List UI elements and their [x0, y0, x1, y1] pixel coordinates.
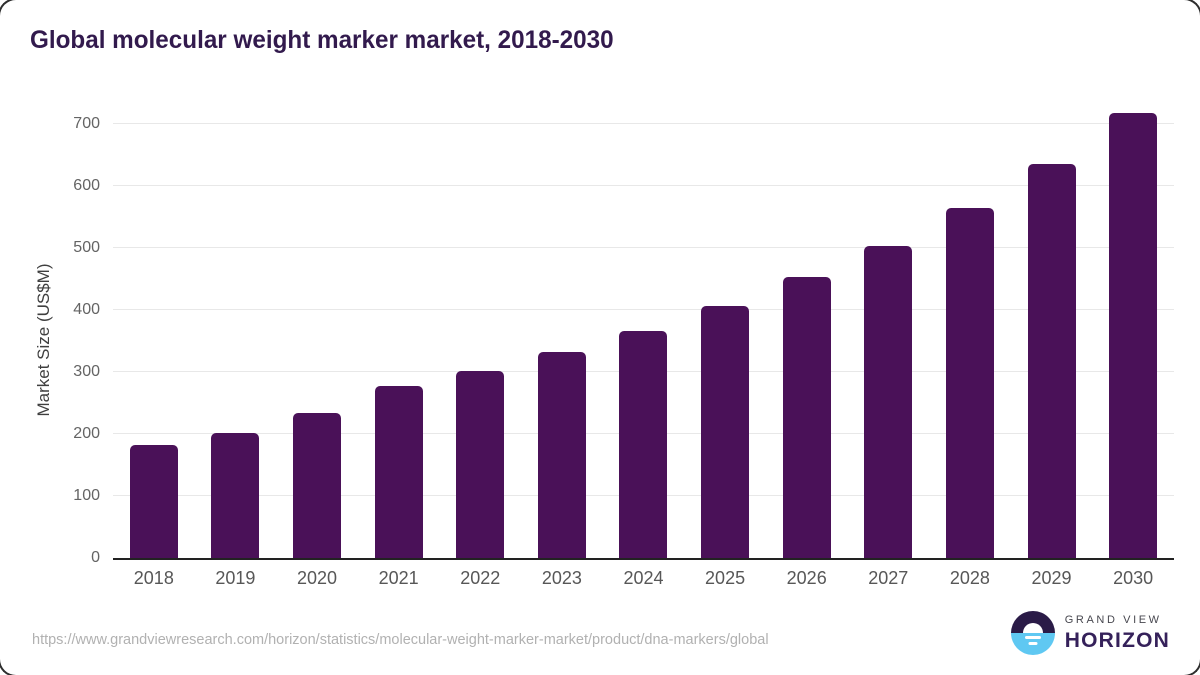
gridline-700: [113, 122, 1174, 124]
logo-text-grand-view: GRAND VIEW: [1064, 614, 1162, 626]
bar-2027: [864, 245, 913, 558]
source-url-link[interactable]: https://www.grandviewresearch.com/horizo…: [32, 632, 769, 648]
y-tick-label-200: 200: [73, 424, 100, 442]
bar-2029: [1027, 164, 1076, 558]
gridline-500: [113, 246, 1174, 248]
logo-icon-sky-half: [1010, 611, 1055, 633]
logo-icon-reflection: [1028, 642, 1038, 645]
bar-2022: [456, 370, 505, 558]
x-tick-label-2018: 2018: [133, 568, 174, 588]
bar-2025: [701, 306, 750, 558]
grand-view-horizon-logo: GRAND VIEW HORIZON: [1010, 611, 1170, 655]
horizon-sun-icon: [1010, 611, 1055, 655]
logo-icon-reflection: [1024, 636, 1041, 639]
logo-text-horizon: HORIZON: [1064, 629, 1170, 652]
x-tick-label-2024: 2024: [623, 568, 664, 588]
x-tick-label-2028: 2028: [949, 568, 990, 588]
y-tick-label-0: 0: [91, 549, 100, 566]
x-tick-label-2030: 2030: [1113, 568, 1154, 588]
bar-2019: [211, 432, 260, 558]
y-tick-label-600: 600: [73, 176, 100, 194]
x-tick-label-2021: 2021: [378, 568, 419, 588]
x-tick-label-2023: 2023: [541, 568, 582, 588]
y-tick-label-300: 300: [73, 362, 100, 380]
logo-wordmark: GRAND VIEW HORIZON: [1064, 614, 1170, 652]
gridline-600: [113, 184, 1174, 186]
x-tick-label-2027: 2027: [868, 568, 909, 588]
x-tick-label-2022: 2022: [460, 568, 501, 588]
bar-2024: [619, 330, 668, 558]
x-axis-tick-labels: 2018 2019 2020 2021 2022 2023 2024 2025 2026 2027…: [113, 568, 1174, 589]
plot-area: [113, 112, 1174, 560]
x-tick-label-2019: 2019: [215, 568, 256, 588]
y-tick-label-400: 400: [73, 300, 100, 318]
gridline-400: [113, 308, 1174, 310]
bar-2021: [374, 386, 423, 558]
bar-2020: [293, 412, 342, 558]
y-tick-label-500: 500: [73, 238, 100, 256]
bar-2018: [129, 445, 178, 558]
x-tick-label-2029: 2029: [1031, 568, 1072, 588]
bar-2030: [1109, 112, 1158, 558]
y-tick-label-700: 700: [73, 114, 100, 132]
x-tick-label-2025: 2025: [705, 568, 746, 588]
bar-2023: [537, 351, 586, 558]
chart-title: Global molecular weight marker market, 2…: [30, 26, 614, 54]
y-tick-label-100: 100: [73, 486, 100, 504]
bar-2028: [945, 207, 994, 558]
logo-icon-sun: [1022, 623, 1043, 633]
x-tick-label-2020: 2020: [297, 568, 338, 588]
bar-2026: [782, 277, 831, 558]
x-tick-label-2026: 2026: [786, 568, 827, 588]
